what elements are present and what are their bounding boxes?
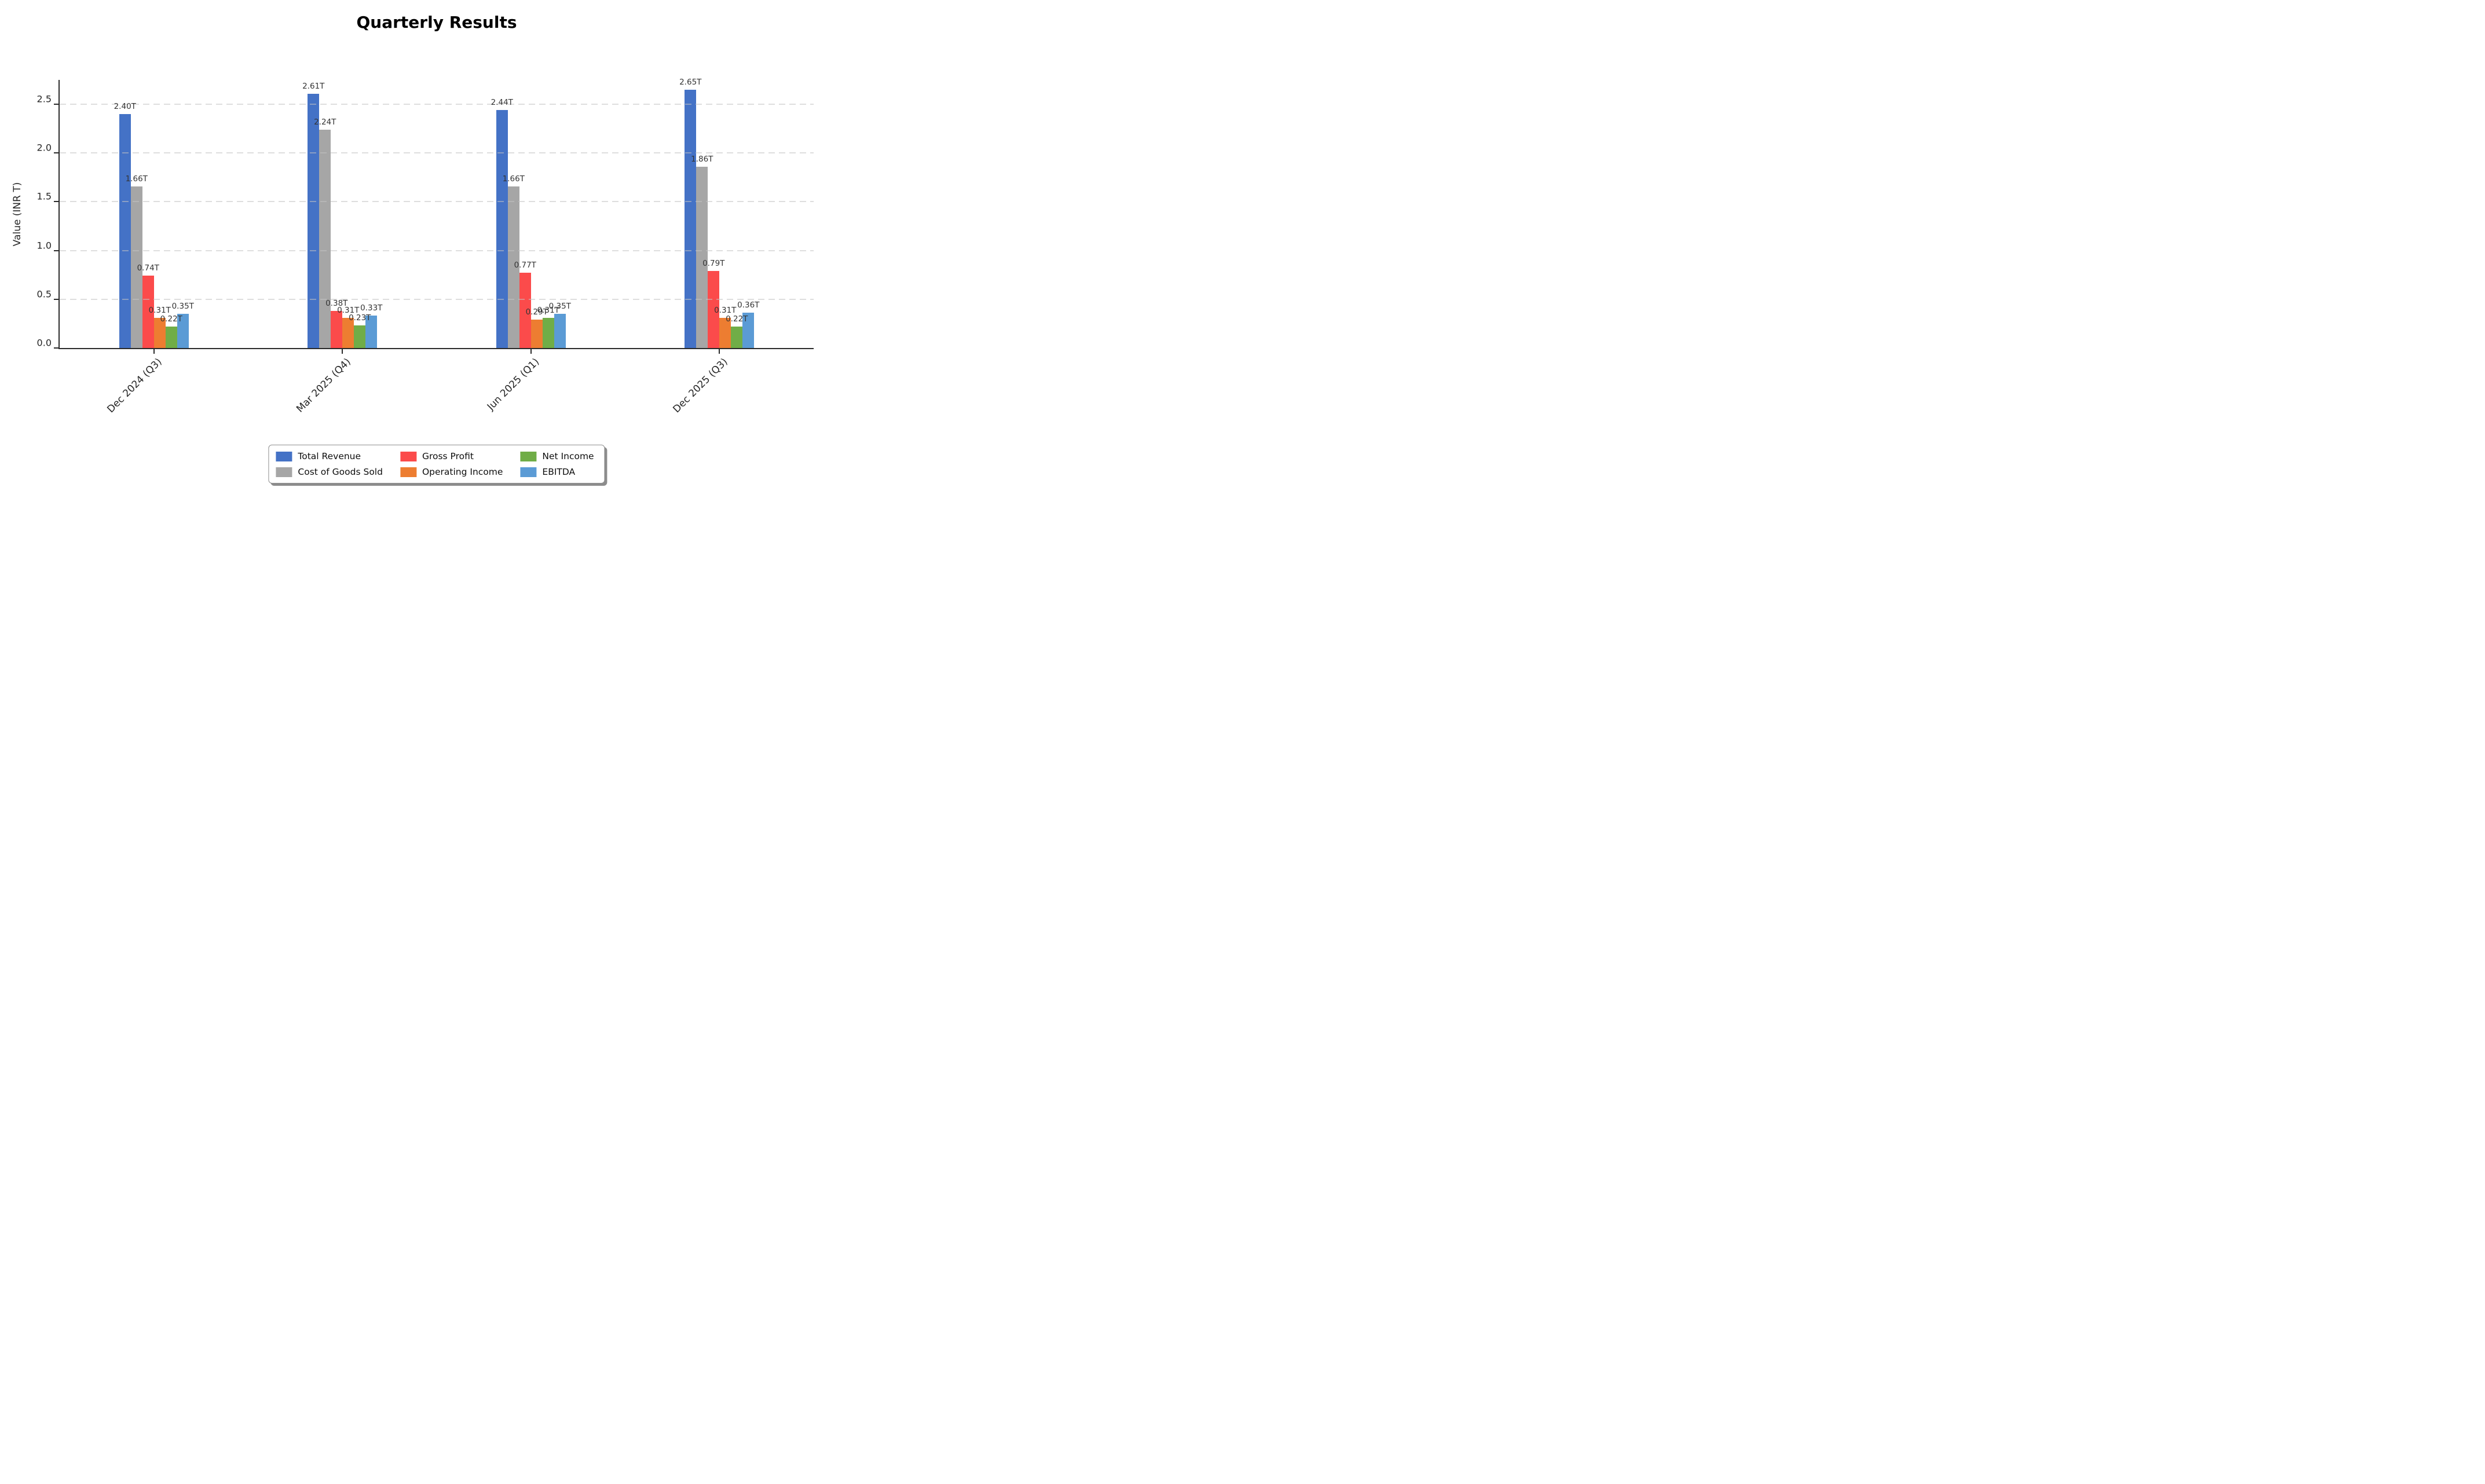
legend-item-operating-income: Operating Income	[400, 467, 503, 477]
bar-value-label-ebitda-mar-2025-q4: 0.33T	[360, 303, 383, 313]
bar-value-label-net-income-jun-2025-q1: 0.31T	[537, 305, 559, 315]
legend-label-cost-of-goods-sold: Cost of Goods Sold	[298, 467, 383, 477]
bar-ebitda-mar-2025-q4	[365, 316, 378, 348]
bar-total-revenue-dec-2024-q3	[119, 113, 131, 348]
y-axis-label: Value (INR T)	[12, 182, 23, 247]
y-axis-spine	[58, 80, 60, 349]
bar-net-income-dec-2024-q3	[165, 326, 177, 348]
x-tick-mark-dec-2025-q3	[719, 349, 720, 354]
bar-total-revenue-jun-2025-q1	[496, 110, 508, 348]
legend-label-gross-profit: Gross Profit	[422, 451, 474, 461]
bar-value-label-operating-income-jun-2025-q1: 0.29T	[525, 307, 548, 317]
bar-value-label-total-revenue-mar-2025-q4: 2.61T	[302, 81, 325, 91]
legend-item-net-income: Net Income	[520, 451, 594, 461]
y-tick-label-0.5: 0.5	[36, 288, 52, 300]
bar-value-label-ebitda-dec-2025-q3: 0.36T	[737, 301, 760, 310]
bar-cost-of-goods-sold-dec-2024-q3	[130, 186, 142, 348]
legend-label-total-revenue: Total Revenue	[298, 451, 361, 461]
quarterly-results-figure: Quarterly Results Value (INR T) 2.40T 1.6…	[0, 0, 828, 494]
y-tick-mark-1.5	[54, 201, 58, 203]
bar-operating-income-dec-2024-q3	[153, 317, 166, 348]
bar-net-income-jun-2025-q1	[542, 317, 554, 348]
bar-total-revenue-mar-2025-q4	[308, 93, 320, 348]
bar-value-label-gross-profit-dec-2024-q3: 0.74T	[137, 263, 159, 273]
bar-net-income-mar-2025-q4	[354, 325, 366, 348]
legend-item-gross-profit: Gross Profit	[400, 451, 503, 461]
legend-item-cost-of-goods-sold: Cost of Goods Sold	[276, 467, 383, 477]
legend-label-net-income: Net Income	[542, 451, 594, 461]
y-tick-label-1.5: 1.5	[36, 190, 52, 202]
chart-title: Quarterly Results	[356, 13, 517, 32]
bar-value-label-operating-income-dec-2024-q3: 0.31T	[148, 305, 171, 315]
bar-ebitda-jun-2025-q1	[554, 314, 566, 348]
legend-swatch-gross-profit	[400, 451, 416, 461]
y-tick-label-2.0: 2.0	[36, 142, 52, 153]
bar-operating-income-mar-2025-q4	[342, 317, 354, 348]
bar-gross-profit-dec-2025-q3	[708, 271, 720, 348]
bar-value-label-cost-of-goods-sold-dec-2025-q3: 1.86T	[691, 154, 713, 164]
legend-label-operating-income: Operating Income	[422, 467, 503, 477]
y-tick-mark-2.5	[54, 104, 58, 105]
y-tick-label-2.5: 2.5	[36, 93, 52, 105]
y-tick-mark-2.0	[54, 152, 58, 154]
bar-cost-of-goods-sold-jun-2025-q1	[507, 186, 519, 348]
bar-operating-income-jun-2025-q1	[530, 320, 543, 348]
bar-cost-of-goods-sold-dec-2025-q3	[696, 166, 708, 348]
bar-value-label-net-income-dec-2024-q3: 0.22T	[160, 314, 182, 324]
y-tick-label-0.0: 0.0	[36, 337, 52, 349]
bar-value-label-net-income-dec-2025-q3: 0.22T	[726, 314, 748, 324]
bar-gross-profit-jun-2025-q1	[519, 273, 531, 348]
x-tick-label-jun-2025-q1: Jun 2025 (Q1)	[485, 356, 541, 413]
legend: Total Revenue Gross Profit Net Income Cost …	[268, 445, 605, 483]
bar-value-label-ebitda-dec-2024-q3: 0.35T	[171, 302, 194, 312]
bar-value-label-cost-of-goods-sold-mar-2025-q4: 2.24T	[314, 117, 336, 127]
bar-ebitda-dec-2025-q3	[742, 313, 755, 348]
bar-value-label-net-income-mar-2025-q4: 0.23T	[349, 313, 371, 323]
bar-gross-profit-dec-2024-q3	[142, 276, 154, 348]
x-axis-spine	[58, 348, 814, 349]
bar-value-label-gross-profit-jun-2025-q1: 0.77T	[514, 261, 536, 270]
gridline-y-2.5	[60, 104, 814, 105]
legend-item-ebitda: EBITDA	[520, 467, 594, 477]
legend-swatch-net-income	[520, 451, 537, 461]
bar-value-label-total-revenue-jun-2025-q1: 2.44T	[491, 98, 513, 108]
plot-area: 2.40T 1.66T 0.74T 0.31T 0.22T 0.35T 2.61T 2.24T…	[37, 77, 814, 415]
x-tick-label-dec-2024-q3: Dec 2024 (Q3)	[105, 356, 164, 416]
y-tick-mark-1.0	[54, 250, 58, 251]
bar-value-label-operating-income-dec-2025-q3: 0.31T	[714, 305, 737, 315]
bar-gross-profit-mar-2025-q4	[331, 311, 343, 348]
bar-value-label-cost-of-goods-sold-jun-2025-q1: 1.66T	[502, 174, 525, 184]
legend-swatch-cost-of-goods-sold	[276, 467, 292, 477]
y-tick-mark-0.5	[54, 298, 58, 300]
x-tick-label-mar-2025-q4: Mar 2025 (Q4)	[294, 356, 353, 415]
bar-cost-of-goods-sold-mar-2025-q4	[319, 129, 331, 348]
bar-value-label-ebitda-jun-2025-q1: 0.35T	[548, 302, 571, 312]
x-tick-mark-mar-2025-q4	[342, 349, 343, 354]
x-tick-mark-jun-2025-q1	[530, 349, 532, 354]
bar-value-label-gross-profit-dec-2025-q3: 0.79T	[702, 259, 725, 268]
bar-total-revenue-dec-2025-q3	[685, 89, 697, 348]
y-tick-label-1.0: 1.0	[36, 240, 52, 251]
y-tick-mark-0.0	[54, 347, 58, 349]
bar-value-label-operating-income-mar-2025-q4: 0.31T	[337, 305, 360, 315]
bar-value-label-cost-of-goods-sold-dec-2024-q3: 1.66T	[125, 174, 148, 184]
bar-value-label-total-revenue-dec-2025-q3: 2.65T	[679, 77, 702, 87]
bar-ebitda-dec-2024-q3	[177, 314, 189, 348]
legend-swatch-operating-income	[400, 467, 416, 477]
bar-operating-income-dec-2025-q3	[719, 317, 731, 348]
legend-item-total-revenue: Total Revenue	[276, 451, 383, 461]
x-tick-mark-dec-2024-q3	[153, 349, 155, 354]
bar-value-label-total-revenue-dec-2024-q3: 2.40T	[114, 101, 136, 111]
legend-swatch-ebitda	[520, 467, 537, 477]
bar-net-income-dec-2025-q3	[731, 326, 743, 348]
gridline-y-2	[60, 152, 814, 154]
legend-label-ebitda: EBITDA	[542, 467, 576, 477]
x-tick-label-dec-2025-q3: Dec 2025 (Q3)	[671, 356, 730, 416]
legend-swatch-total-revenue	[276, 451, 292, 461]
bar-value-label-gross-profit-mar-2025-q4: 0.38T	[325, 299, 348, 309]
